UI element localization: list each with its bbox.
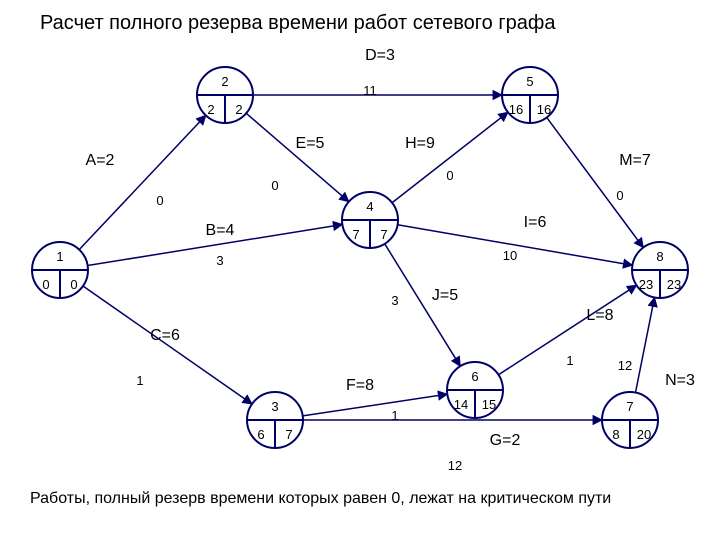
node-5-early: 16 <box>509 102 523 117</box>
edge-reserve-c: 1 <box>136 373 143 388</box>
edge-reserve-n: 12 <box>618 358 632 373</box>
node-6-early: 14 <box>454 397 468 412</box>
node-3-id: 3 <box>271 399 278 414</box>
edge-reserve-d: 11 <box>363 83 377 98</box>
edge-f <box>303 394 448 416</box>
edge-name-f: F=8 <box>346 377 374 394</box>
node-1-id: 1 <box>56 249 63 264</box>
edge-m <box>547 117 644 247</box>
edge-reserve-l: 1 <box>566 353 573 368</box>
edge-name-j: J=5 <box>432 287 458 304</box>
node-3-early: 6 <box>257 427 264 442</box>
node-2-late: 2 <box>235 102 242 117</box>
edge-name-a: A=2 <box>86 152 115 169</box>
node-7-early: 8 <box>612 427 619 442</box>
node-5-late: 16 <box>537 102 551 117</box>
node-8-id: 8 <box>656 249 663 264</box>
node-5-id: 5 <box>526 74 533 89</box>
edge-name-m: M=7 <box>619 152 651 169</box>
node-6-late: 15 <box>482 397 496 412</box>
edge-c <box>83 286 252 404</box>
edge-reserve-h: 0 <box>446 168 453 183</box>
node-2: 222 <box>197 67 253 123</box>
node-7-id: 7 <box>626 399 633 414</box>
edge-name-i: I=6 <box>524 214 547 231</box>
edge-name-g: G=2 <box>490 432 521 449</box>
edge-reserve-a: 0 <box>156 193 163 208</box>
edge-reserve-i: 10 <box>503 248 517 263</box>
node-7: 78 20 <box>602 392 658 448</box>
node-8-late: 23 <box>667 277 681 292</box>
network-diagram: A=20B=43C=61D=311E=50F=81G=212H=90I=610J… <box>0 0 720 500</box>
node-3-late: 7 <box>285 427 292 442</box>
node-4-id: 4 <box>366 199 373 214</box>
node-1-early: 0 <box>42 277 49 292</box>
edge-name-c: C=6 <box>150 327 180 344</box>
edge-reserve-m: 0 <box>616 188 623 203</box>
node-3: 36 7 <box>247 392 303 448</box>
edge-reserve-g: 12 <box>448 458 462 473</box>
edge-a <box>79 115 206 249</box>
edge-h <box>392 112 508 203</box>
edge-reserve-b: 3 <box>216 253 223 268</box>
edge-n <box>635 297 654 392</box>
node-8-early: 23 <box>639 277 653 292</box>
node-6-id: 6 <box>471 369 478 384</box>
node-1: 10 0 <box>32 242 88 298</box>
node-2-early: 2 <box>207 102 214 117</box>
node-7-late: 20 <box>637 427 651 442</box>
node-4: 47 7 <box>342 192 398 248</box>
edge-name-n: N=3 <box>665 372 695 389</box>
node-4-late: 7 <box>380 227 387 242</box>
edge-name-e: E=5 <box>296 135 325 152</box>
edge-name-d: D=3 <box>365 47 395 64</box>
node-1-late: 0 <box>70 277 77 292</box>
edge-reserve-e: 0 <box>271 178 278 193</box>
node-2-id: 2 <box>221 74 228 89</box>
edge-name-l: L=8 <box>586 307 613 324</box>
node-5: 51616 <box>502 67 558 123</box>
node-4-early: 7 <box>352 227 359 242</box>
node-6: 614 15 <box>447 362 503 418</box>
diagram-caption: Работы, полный резерв времени которых ра… <box>30 490 611 508</box>
edge-reserve-j: 3 <box>391 293 398 308</box>
node-8: 82323 <box>632 242 688 298</box>
edge-name-h: H=9 <box>405 135 435 152</box>
edge-e <box>246 113 349 201</box>
edge-name-b: B=4 <box>206 222 235 239</box>
